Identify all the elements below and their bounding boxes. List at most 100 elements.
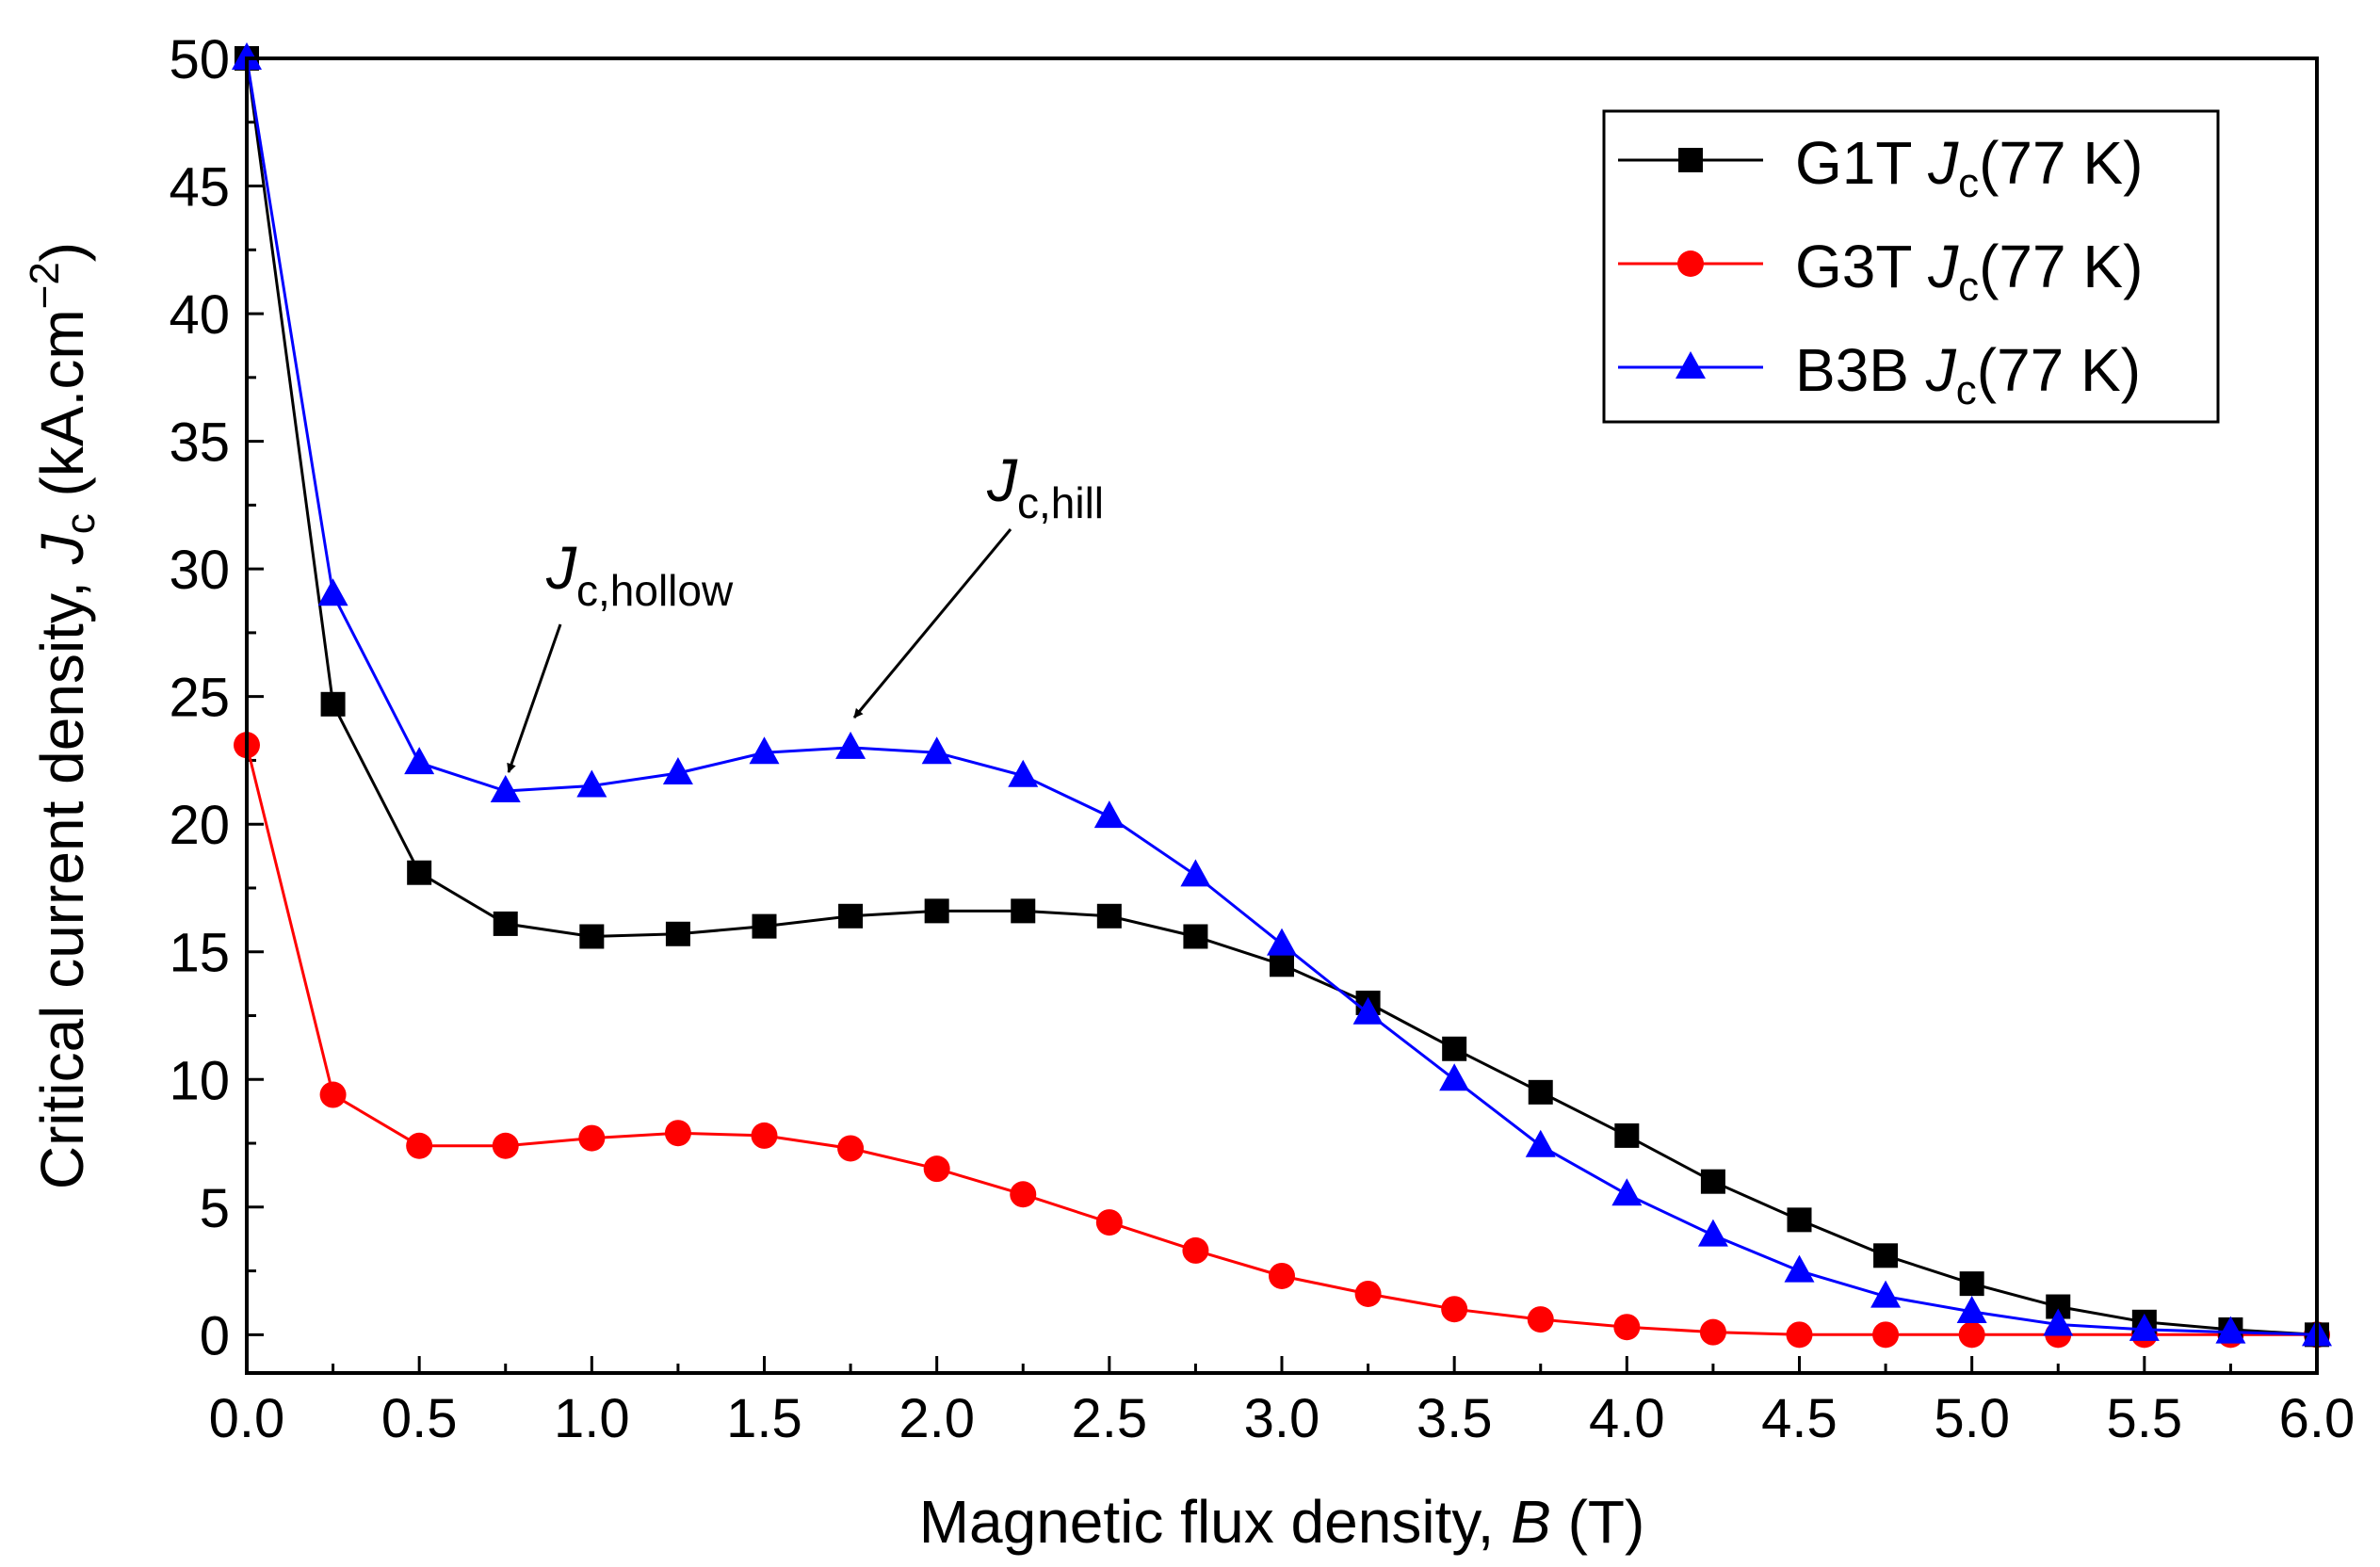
legend-label-g3t: G3T Jc(77 K) (1795, 233, 2143, 310)
x-tick-label: 3.5 (1417, 1388, 1493, 1449)
x-tick-label: 5.5 (2107, 1388, 2183, 1449)
data-point-b3b (1267, 928, 1297, 956)
data-point-g1t (1442, 1036, 1467, 1061)
annotation-label-hill: Jc,hill (986, 446, 1104, 527)
y-tick-label: 40 (169, 284, 230, 346)
data-point-g3t (837, 1135, 865, 1162)
data-point-g3t (1958, 1321, 1985, 1349)
data-point-g1t (579, 924, 605, 949)
y-tick-label: 5 (200, 1178, 230, 1239)
data-point-g3t (578, 1124, 606, 1152)
data-point-b3b (1525, 1129, 1556, 1157)
data-point-g1t (1873, 1243, 1899, 1268)
data-point-g1t (1959, 1271, 1984, 1297)
data-point-g3t (319, 1081, 347, 1108)
annotation-arrow-hollow (507, 623, 562, 773)
data-point-g3t (1441, 1296, 1468, 1323)
data-point-g1t (1787, 1207, 1812, 1233)
data-point-g1t (493, 911, 518, 936)
x-tick-label: 2.5 (1072, 1388, 1148, 1449)
data-point-g3t (1182, 1236, 1209, 1264)
data-point-b3b (1439, 1063, 1470, 1091)
data-point-g3t (1269, 1262, 1295, 1289)
data-point-b3b (1956, 1295, 1987, 1323)
data-point-b3b (1784, 1254, 1815, 1283)
data-point-g3t (1786, 1321, 1813, 1349)
y-tick-label: 15 (169, 923, 230, 984)
data-point-b3b (2129, 1313, 2160, 1341)
x-tick-label: 1.0 (554, 1388, 630, 1449)
x-tick-label: 4.5 (1761, 1388, 1838, 1449)
y-axis-label: Critical current density, Jc (kA.cm−2) (22, 242, 104, 1189)
data-point-g3t (1527, 1306, 1554, 1333)
data-point-g1t (838, 903, 864, 929)
data-point-g3t (1010, 1181, 1037, 1208)
legend-box (1602, 109, 2220, 424)
x-tick-label: 2.0 (899, 1388, 975, 1449)
annotation-arrow-hill (852, 528, 1012, 719)
data-point-b3b (1093, 800, 1125, 829)
data-point-g1t (752, 913, 777, 939)
annotation-jc-hollow: Jc,hollow (507, 534, 734, 773)
data-point-g3t (664, 1120, 691, 1147)
legend-marker-b3b (1676, 351, 1706, 379)
series-b3b (232, 42, 2332, 1347)
data-point-g1t (320, 691, 346, 717)
data-point-b3b (404, 747, 435, 775)
x-tick-label: 3.0 (1244, 1388, 1320, 1449)
legend-swatches (1618, 148, 1763, 379)
y-tick-label: 10 (169, 1050, 230, 1111)
y-tick-label: 50 (169, 29, 230, 90)
x-tick-label: 0.5 (381, 1388, 458, 1449)
y-tick-label: 25 (169, 668, 230, 729)
data-point-g1t (1096, 903, 1122, 929)
data-point-b3b (1352, 996, 1384, 1025)
data-point-g3t (1354, 1280, 1382, 1307)
x-axis-label: Magnetic flux density, B (T) (919, 1488, 1645, 1556)
data-point-g3t (1699, 1318, 1726, 1346)
y-tick-label: 0 (200, 1305, 230, 1366)
data-point-b3b (1611, 1178, 1643, 1206)
x-tick-label: 0.0 (209, 1388, 285, 1449)
data-point-b3b (662, 756, 693, 784)
data-point-g3t (1613, 1314, 1641, 1341)
annotation-jc-hill: Jc,hill (852, 446, 1104, 719)
x-tick-label: 5.0 (1934, 1388, 2010, 1449)
x-tick-label: 6.0 (2279, 1388, 2356, 1449)
data-point-g1t (407, 860, 432, 885)
x-tick-label: 4.0 (1589, 1388, 1665, 1449)
data-point-b3b (576, 769, 607, 798)
data-point-b3b (490, 774, 521, 802)
data-point-g3t (1095, 1209, 1123, 1236)
legend-marker-g3t (1677, 250, 1704, 277)
data-point-g1t (1011, 898, 1036, 924)
data-point-g1t (1183, 924, 1208, 949)
data-point-g1t (1700, 1169, 1725, 1194)
data-point-b3b (232, 42, 262, 70)
y-tick-label: 35 (169, 412, 230, 474)
axis-ticks: 0.0 0.5 1.0 1.5 2.0 2.5 3.0 3.5 4.0 4.5 5.0 5.5 6.0 0… (169, 29, 2355, 1449)
data-point-b3b (1008, 759, 1039, 787)
y-tick-label: 30 (169, 540, 230, 601)
data-point-b3b (1180, 859, 1211, 887)
data-point-b3b (835, 731, 866, 759)
data-point-b3b (2043, 1308, 2074, 1336)
legend-label-b3b: B3B Jc(77 K) (1795, 336, 2141, 413)
data-point-b3b (749, 736, 780, 765)
y-tick-label: 20 (169, 795, 230, 856)
x-tick-label: 1.5 (726, 1388, 802, 1449)
annotation-label-hollow: Jc,hollow (545, 534, 734, 615)
data-point-g1t (665, 921, 690, 946)
data-point-b3b (2215, 1316, 2246, 1344)
data-point-g1t (924, 898, 949, 924)
data-point-g1t (1528, 1079, 1553, 1105)
data-point-g1t (1614, 1123, 1640, 1148)
plot-frame (245, 57, 2319, 1375)
data-point-g3t (492, 1132, 519, 1159)
legend: G1T Jc(77 K) G3T Jc(77 K) B3B Jc(77 K) (1602, 109, 2220, 424)
data-point-g1t (1270, 952, 1294, 977)
data-point-b3b (317, 578, 348, 606)
legend-marker-g1t (1678, 148, 1703, 172)
data-point-b3b (1697, 1219, 1728, 1247)
